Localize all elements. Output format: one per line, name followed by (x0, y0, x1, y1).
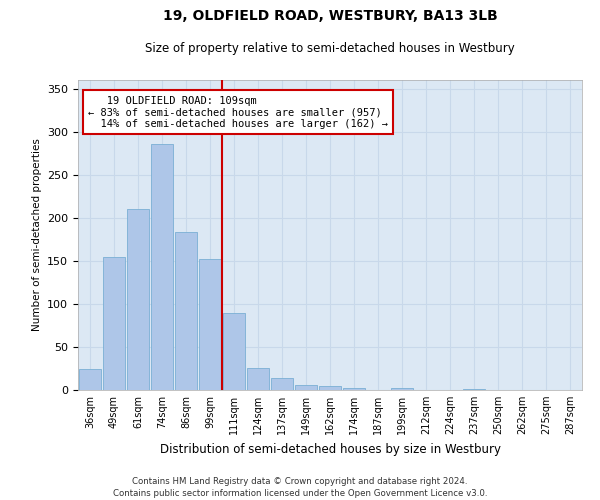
Bar (151, 144, 173, 390)
Bar (319, 386, 341, 390)
Text: 19, OLDFIELD ROAD, WESTBURY, BA13 3LB: 19, OLDFIELD ROAD, WESTBURY, BA13 3LB (163, 8, 497, 22)
Bar (295, 385, 317, 390)
Text: Contains HM Land Registry data © Crown copyright and database right 2024.: Contains HM Land Registry data © Crown c… (132, 478, 468, 486)
Text: Contains public sector information licensed under the Open Government Licence v3: Contains public sector information licen… (113, 489, 487, 498)
Text: 19 OLDFIELD ROAD: 109sqm
← 83% of semi-detached houses are smaller (957)
  14% o: 19 OLDFIELD ROAD: 109sqm ← 83% of semi-d… (88, 96, 388, 128)
Bar (175, 232, 197, 390)
Bar (127, 209, 149, 390)
Bar (343, 388, 365, 390)
Bar (199, 259, 221, 390)
Bar (247, 368, 269, 390)
X-axis label: Distribution of semi-detached houses by size in Westbury: Distribution of semi-detached houses by … (160, 442, 500, 456)
Bar (271, 378, 293, 390)
Text: Size of property relative to semi-detached houses in Westbury: Size of property relative to semi-detach… (145, 42, 515, 55)
Y-axis label: Number of semi-detached properties: Number of semi-detached properties (32, 138, 41, 332)
Bar (79, 370, 101, 390)
Bar (223, 312, 245, 390)
Bar (391, 388, 413, 390)
Bar (463, 389, 485, 390)
Bar (103, 256, 125, 390)
